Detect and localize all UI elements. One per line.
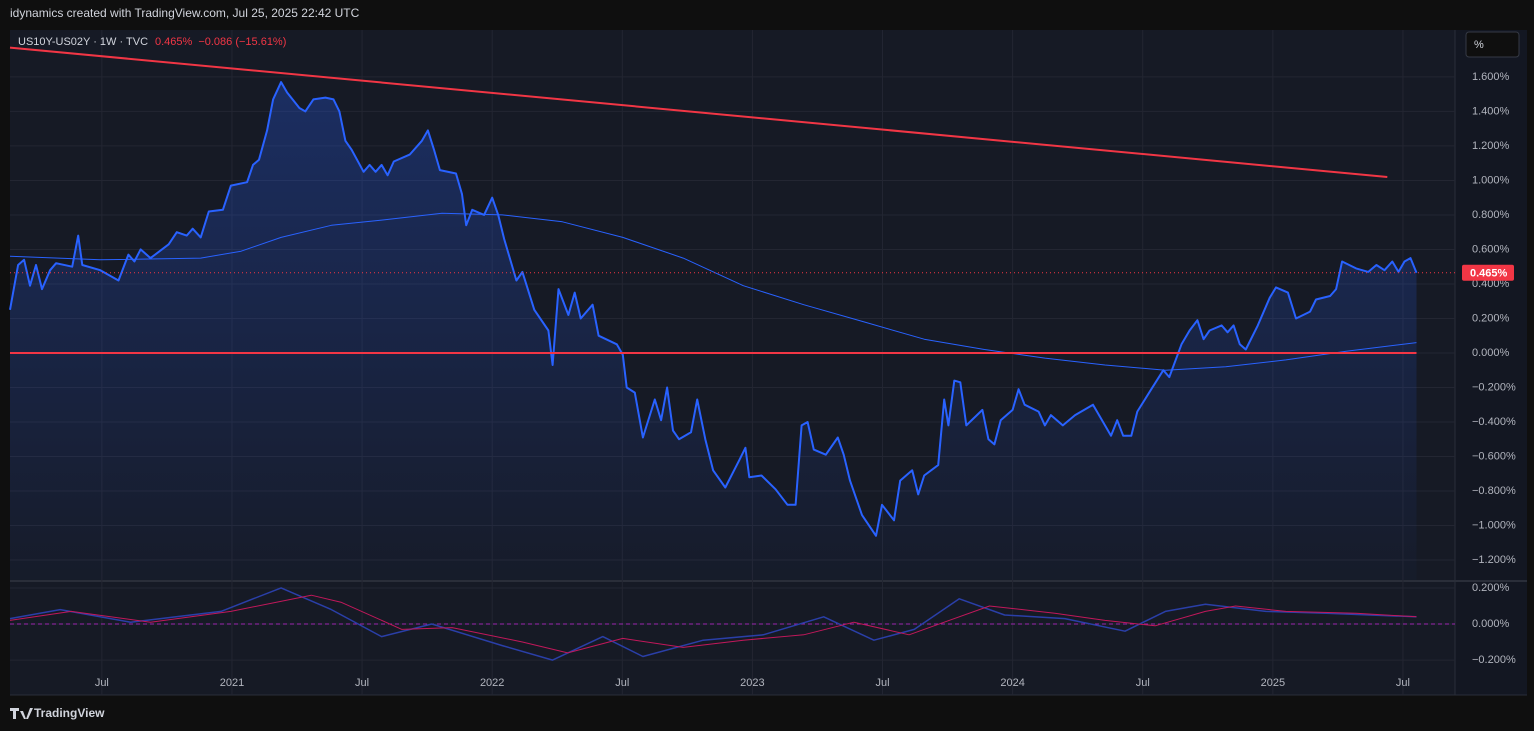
x-tick-label: Jul bbox=[95, 677, 109, 689]
unit-button[interactable] bbox=[1465, 31, 1520, 58]
x-tick-label: Jul bbox=[615, 677, 629, 689]
series-line bbox=[9, 587, 1417, 661]
legend-last-value: 0.465% bbox=[155, 36, 193, 48]
x-tick-label: Jul bbox=[355, 677, 369, 689]
y-tick-label: −0.400% bbox=[1472, 416, 1516, 428]
y-tick-label: 0.200% bbox=[1472, 312, 1510, 324]
y-tick-label: 1.400% bbox=[1472, 105, 1510, 117]
series-line bbox=[9, 46, 1388, 178]
brand-logo bbox=[10, 708, 33, 719]
price-axis-background bbox=[1455, 30, 1527, 695]
series-line bbox=[9, 81, 1418, 537]
y-tick-label: −0.800% bbox=[1472, 485, 1516, 497]
unit-button-label[interactable]: % bbox=[1474, 39, 1484, 51]
y-tick-label: 1.600% bbox=[1472, 71, 1510, 83]
y-tick-label: 0.600% bbox=[1472, 243, 1510, 255]
y-tick-label: −0.200% bbox=[1472, 381, 1516, 393]
x-tick-label: 2022 bbox=[480, 677, 504, 689]
header: idynamics created with TradingView.com, … bbox=[10, 6, 360, 20]
x-tick-label: Jul bbox=[1136, 677, 1150, 689]
y-tick-label: −1.200% bbox=[1472, 554, 1516, 566]
y-tick-label: 1.200% bbox=[1472, 140, 1510, 152]
x-tick-label: 2023 bbox=[740, 677, 764, 689]
symbol: US10Y-US02Y · 1W · TVC bbox=[18, 36, 148, 48]
x-tick-label: Jul bbox=[1396, 677, 1410, 689]
series-line bbox=[9, 212, 1417, 371]
y-tick-label: −0.600% bbox=[1472, 450, 1516, 462]
x-tick-label: 2024 bbox=[1000, 677, 1024, 689]
brand: TradingView bbox=[34, 706, 105, 720]
y-tick-label: −0.200% bbox=[1472, 654, 1516, 666]
y-tick-label: −1.000% bbox=[1472, 519, 1516, 531]
legend-change: −0.086 (−15.61%) bbox=[198, 36, 286, 48]
y-tick-label: 0.800% bbox=[1472, 209, 1510, 221]
series-line bbox=[9, 594, 1417, 654]
x-tick-label: 2025 bbox=[1261, 677, 1285, 689]
y-tick-label: 0.200% bbox=[1472, 582, 1510, 594]
y-tick-label: 0.000% bbox=[1472, 618, 1510, 630]
area-fill bbox=[10, 82, 1417, 580]
x-tick-label: 2021 bbox=[220, 677, 244, 689]
price-label-box bbox=[1462, 264, 1514, 281]
y-tick-label: 0.000% bbox=[1472, 347, 1510, 359]
price-label: 0.465% bbox=[1470, 268, 1508, 280]
y-tick-label: 0.400% bbox=[1472, 278, 1510, 290]
marks: Jul 2021 Jul 2022 Jul 2023 Jul 2024 Jul 2025 Jul 1.… bbox=[9, 30, 1516, 695]
y-tick-label: 1.000% bbox=[1472, 174, 1510, 186]
x-tick-label: Jul bbox=[875, 677, 889, 689]
